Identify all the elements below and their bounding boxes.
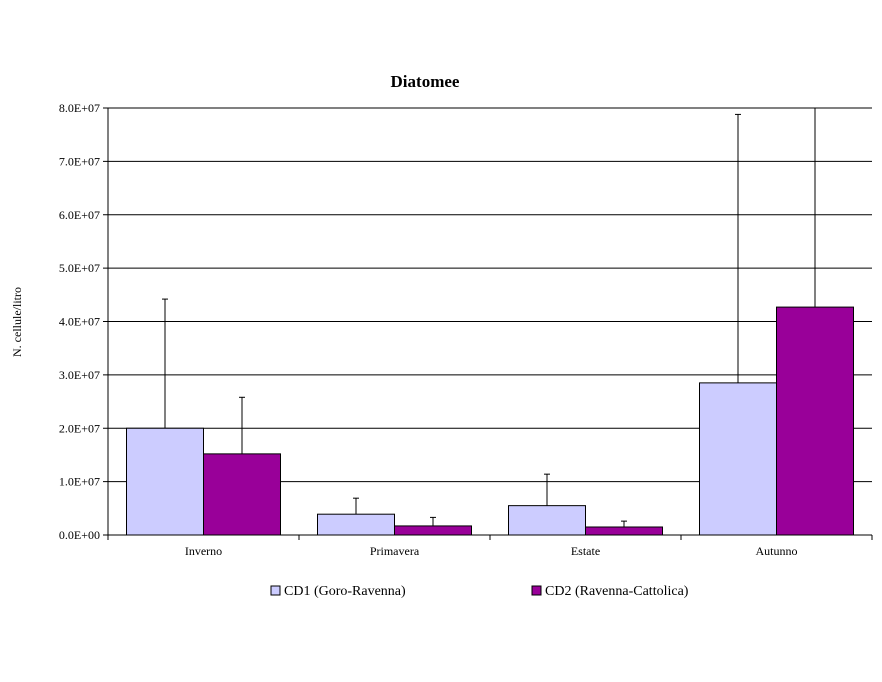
bars [126,306,854,536]
legend-label: CD1 (Goro-Ravenna) [284,584,406,599]
y-tick-label: 4.0E+07 [59,315,100,329]
bar-2-estate [585,526,663,536]
gridlines [108,107,872,483]
y-tick-label: 7.0E+07 [59,154,100,168]
legend-swatch [531,585,542,596]
y-tick-label: 2.0E+07 [59,421,100,435]
y-tick-label: 5.0E+07 [59,261,100,275]
axes [103,107,873,540]
x-tick-labels: Inverno Primavera Estate Autunno [185,544,798,558]
x-tick-label: Autunno [756,544,798,558]
y-tick-label: 6.0E+07 [59,208,100,222]
legend-swatch [270,585,281,596]
y-tick-label: 3.0E+07 [59,368,100,382]
x-tick-label: Primavera [370,544,420,558]
y-tick-labels: 0.0E+00 1.0E+07 2.0E+07 3.0E+07 4.0E+07 5.0E+… [59,101,100,542]
legend: CD1 (Goro-Ravenna) CD2 (Ravenna-Cattolica… [270,584,689,599]
bar-2-inverno [203,453,281,536]
y-tick-label: 0.0E+00 [59,528,100,542]
bar-1-estate [508,505,586,536]
y-axis-label: N. cellule/litro [10,287,24,357]
bar-1-autunno [699,382,777,536]
x-tick-label: Estate [571,544,600,558]
bar-2-autunno [776,306,854,536]
bar-1-inverno [126,427,204,536]
legend-label: CD2 (Ravenna-Cattolica) [545,584,689,599]
y-tick-label: 1.0E+07 [59,475,100,489]
error-bars [162,108,816,527]
y-tick-label: 8.0E+07 [59,101,100,115]
chart-title: Diatomee [391,72,460,91]
x-tick-label: Inverno [185,544,222,558]
bar-1-primavera [317,513,395,536]
bar-2-primavera [394,525,472,536]
